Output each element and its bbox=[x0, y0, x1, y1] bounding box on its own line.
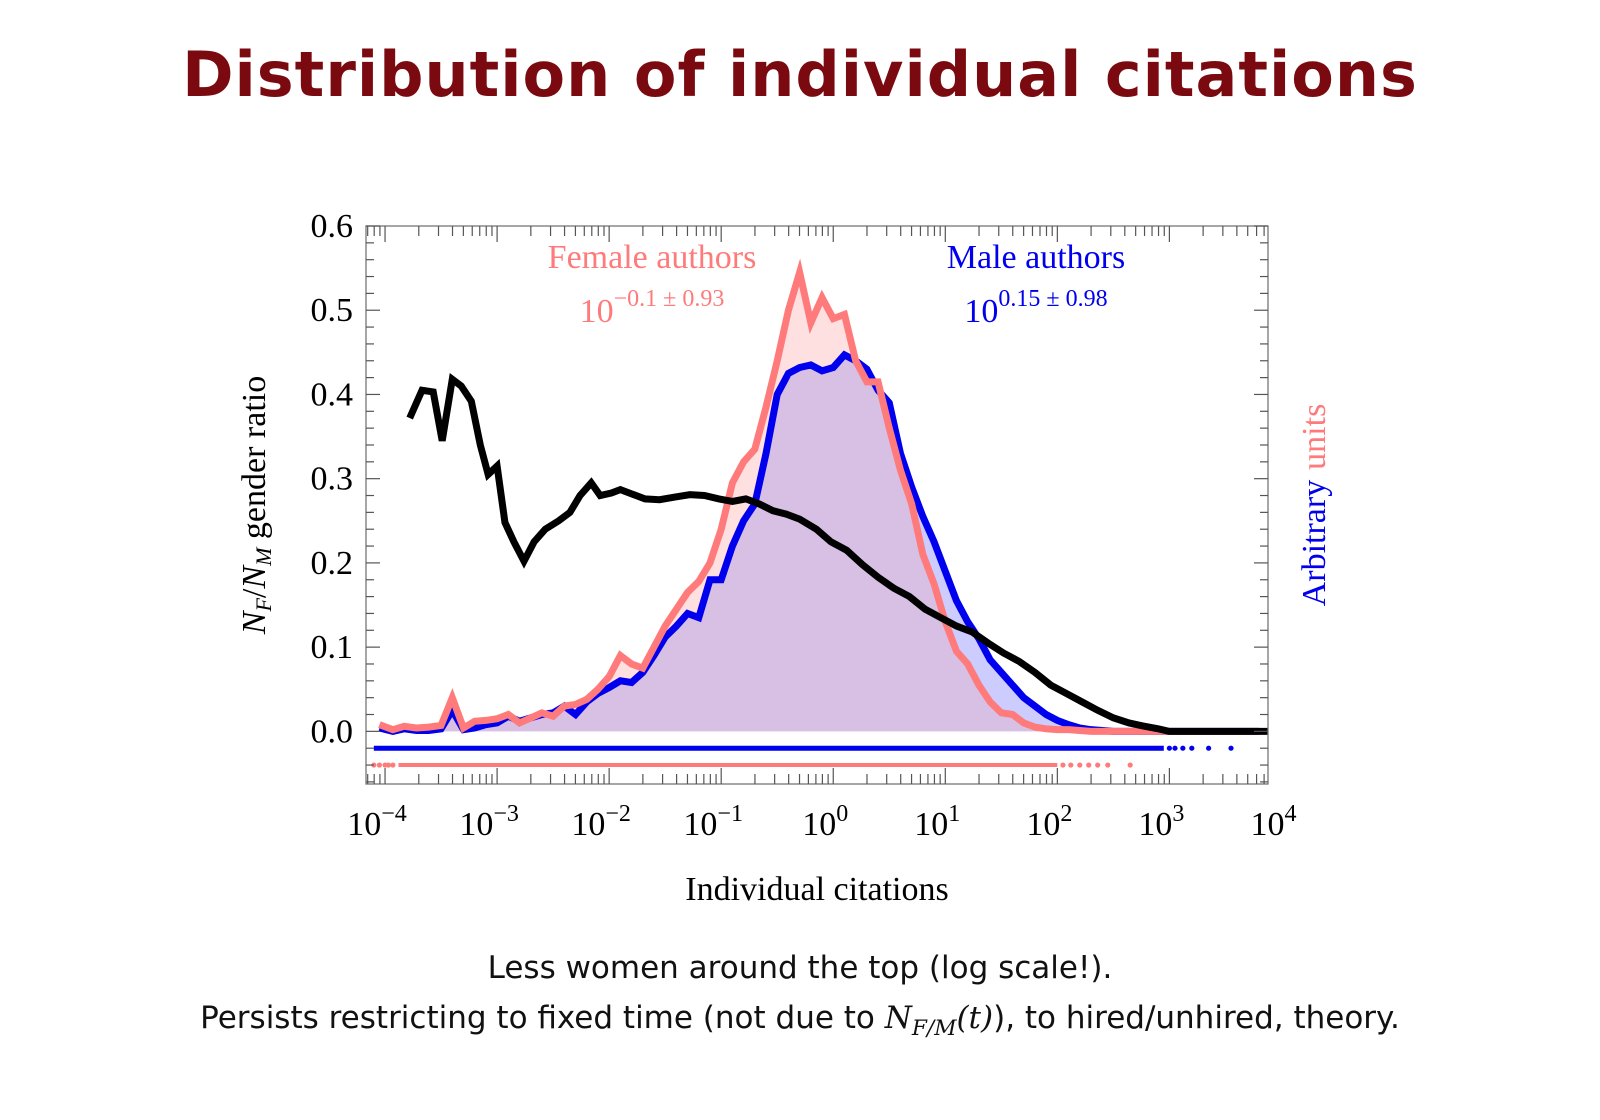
rug-dot-female bbox=[1060, 762, 1066, 768]
x-tick-labels: 10−4 10−3 10−2 10−1 100 101 102 103 104 bbox=[347, 801, 1296, 843]
rug-dot-male bbox=[1228, 745, 1234, 751]
x-tick-label: 103 bbox=[1138, 801, 1184, 843]
male-legend-label: Male authors bbox=[947, 239, 1125, 276]
rug-dot-female bbox=[1095, 762, 1101, 768]
y-tick-label: 0.4 bbox=[311, 376, 354, 413]
plot-frame bbox=[365, 225, 1269, 785]
axis-ticks bbox=[366, 225, 1268, 784]
math-argument: (t) bbox=[956, 1000, 994, 1036]
rug-dot-female bbox=[390, 762, 396, 768]
caption-math: NF/M(t) bbox=[884, 1000, 994, 1041]
rug-dot-female bbox=[385, 762, 392, 768]
rug-dot-female bbox=[1105, 762, 1111, 768]
math-subscript: F/M bbox=[911, 1016, 957, 1042]
y-tick-labels: 0.0 0.1 0.2 0.3 0.4 0.5 0.6 bbox=[311, 208, 354, 750]
x-tick-label: 10−2 bbox=[571, 801, 631, 843]
y-tick-label: 0.0 bbox=[311, 713, 354, 750]
distribution-fills bbox=[379, 272, 1260, 732]
y-tick-label: 0.6 bbox=[311, 208, 354, 245]
series-lines bbox=[378, 258, 1268, 735]
x-tick-label: 100 bbox=[802, 801, 848, 843]
rug-dot-female bbox=[1127, 762, 1133, 768]
caption-text-before: Persists restricting to fixed time (not … bbox=[200, 1000, 885, 1036]
caption-line-1: Less women around the top (log scale!). bbox=[487, 950, 1113, 986]
x-tick-label: 10−1 bbox=[683, 801, 743, 843]
y-tick-label: 0.3 bbox=[311, 461, 354, 498]
x-tick-label: 102 bbox=[1026, 801, 1072, 843]
x-tick-label: 104 bbox=[1250, 801, 1296, 843]
rug-dot-male bbox=[1189, 745, 1195, 751]
rug-plots bbox=[371, 745, 1234, 768]
rug-dot-male bbox=[1166, 745, 1172, 751]
y-axis-label: NF/NM gender ratio bbox=[236, 376, 276, 635]
x-axis-label: Individual citations bbox=[685, 871, 948, 908]
male-stat: 100.15 ± 0.98 bbox=[964, 286, 1107, 330]
rug-dot-female bbox=[1086, 762, 1092, 768]
female-stat: 10−0.1 ± 0.93 bbox=[580, 286, 725, 330]
y-tick-label: 0.2 bbox=[311, 545, 354, 582]
x-tick-label: 10−4 bbox=[347, 801, 407, 843]
slide-title: Distribution of individual citations bbox=[182, 38, 1418, 111]
x-tick-label: 101 bbox=[914, 801, 960, 843]
ratio-series-line bbox=[406, 373, 1268, 735]
y-tick-label: 0.1 bbox=[311, 629, 354, 666]
right-axis-label: Arbitraryunits bbox=[1296, 404, 1333, 607]
female-series-line bbox=[378, 258, 1260, 735]
rug-dot-female bbox=[1068, 762, 1074, 768]
rug-dot-male bbox=[1206, 745, 1212, 751]
math-n: N bbox=[884, 1000, 912, 1036]
rug-dot-female bbox=[1077, 762, 1083, 768]
caption-text-after: ), to hired/unhired, theory. bbox=[993, 1000, 1400, 1036]
rug-dot-male bbox=[1172, 745, 1178, 751]
overlap-area-fill bbox=[379, 354, 1260, 732]
y-tick-label: 0.5 bbox=[311, 292, 354, 329]
rug-dot-female bbox=[376, 762, 383, 768]
rug-dot-male bbox=[1180, 745, 1186, 751]
caption-line-2: Persists restricting to fixed time (not … bbox=[0, 1000, 1600, 1041]
female-legend-label: Female authors bbox=[548, 239, 757, 276]
x-tick-label: 10−3 bbox=[459, 801, 519, 843]
